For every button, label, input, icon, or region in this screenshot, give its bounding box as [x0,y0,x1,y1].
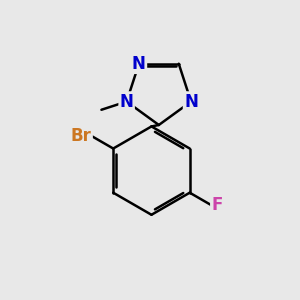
Text: Br: Br [71,127,92,145]
Text: N: N [120,93,134,111]
Text: F: F [212,196,223,214]
Text: N: N [132,55,146,73]
Text: N: N [184,93,198,111]
